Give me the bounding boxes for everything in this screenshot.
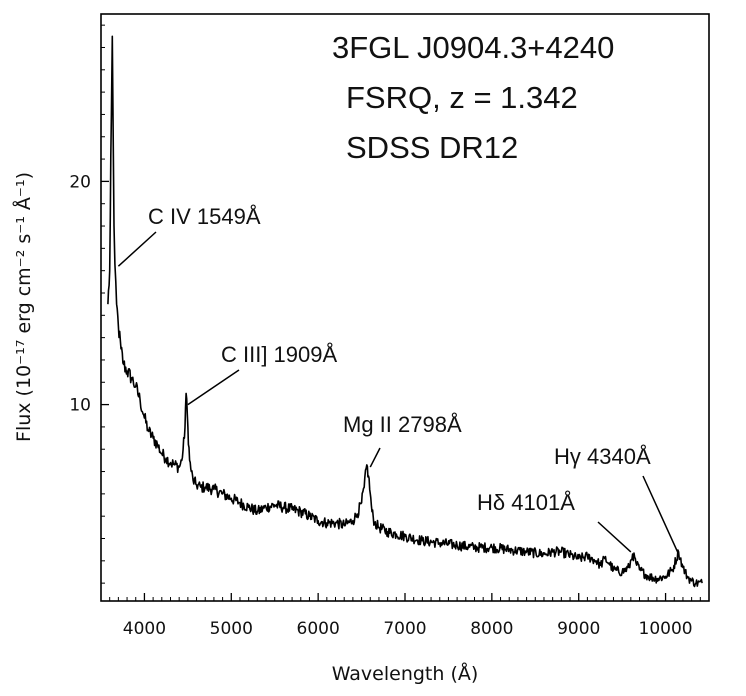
- x-tick-label: 7000: [383, 619, 426, 639]
- annotation-label: C III] 1909Å: [221, 342, 338, 367]
- y-axis-title: Flux (10⁻¹⁷ erg cm⁻² s⁻¹ Å⁻¹): [12, 172, 35, 442]
- annotation-pointer: [369, 447, 381, 468]
- info-classification: FSRQ, z = 1.342: [346, 80, 578, 115]
- y-axis-ticks: 10 20: [69, 24, 109, 584]
- spectrum-line: [107, 35, 703, 588]
- annotation-label: C IV 1549Å: [148, 204, 261, 229]
- x-tick-label: 8000: [470, 619, 513, 639]
- x-axis-ticks: 4000 5000 6000 7000 8000 9000 10000: [100, 593, 710, 639]
- x-tick-label: 9000: [557, 619, 600, 639]
- x-tick-label: 10000: [639, 619, 693, 639]
- annotation-pointer: [117, 231, 157, 267]
- info-source-name: 3FGL J0904.3+4240: [332, 30, 614, 65]
- x-tick-label: 4000: [123, 619, 166, 639]
- annotation-label: Hδ 4101Å: [477, 490, 575, 515]
- annotation-label: Mg II 2798Å: [343, 412, 462, 437]
- info-survey: SDSS DR12: [346, 130, 518, 165]
- annotation-pointer: [187, 369, 240, 406]
- emission-line-annotations: C IV 1549Å C III] 1909Å Mg II 2798Å Hδ 4101…: [117, 204, 680, 555]
- x-tick-label: 6000: [297, 619, 340, 639]
- annotation-pointer: [642, 475, 680, 555]
- annotation-pointer: [597, 521, 632, 553]
- x-axis-title: Wavelength (Å): [332, 662, 479, 685]
- x-tick-label: 5000: [210, 619, 253, 639]
- y-tick-label: 10: [69, 396, 91, 416]
- annotation-label: Hγ 4340Å: [554, 444, 651, 469]
- y-tick-label: 20: [69, 172, 91, 192]
